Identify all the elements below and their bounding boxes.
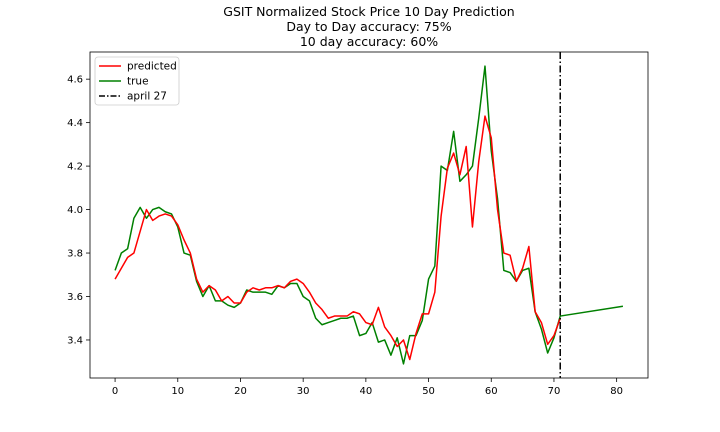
chart-subtitle-10-day: 10 day accuracy: 60% — [300, 34, 438, 49]
x-tick-label: 70 — [548, 386, 561, 397]
x-tick-label: 80 — [610, 386, 623, 397]
x-tick-label: 50 — [422, 386, 435, 397]
plot-frame — [89, 51, 649, 379]
y-tick-label: 3.8 — [67, 249, 83, 260]
x-tick-label: 30 — [297, 386, 310, 397]
legend-label-predicted: predicted — [127, 61, 177, 73]
chart-title: GSIT Normalized Stock Price 10 Day Predi… — [223, 4, 514, 19]
legend-label-april-27: april 27 — [127, 91, 167, 103]
y-tick-label: 4.2 — [67, 162, 83, 173]
y-tick-label: 3.6 — [67, 292, 83, 303]
legend-box — [94, 56, 180, 106]
x-tick-label: 60 — [485, 386, 498, 397]
axes: 0 10 20 30 40 50 60 70 80 3.4 3.6 3.8 4.0 4.2 4.4 4.6 — [67, 75, 623, 397]
plot-area — [114, 52, 624, 378]
x-tick-label: 20 — [234, 386, 247, 397]
chart-subtitle-day-to-day: Day to Day accuracy: 75% — [286, 19, 451, 34]
legend: predicted true april 27 — [94, 56, 180, 106]
y-tick-label: 4.4 — [67, 118, 83, 129]
x-tick-label: 0 — [112, 386, 118, 397]
x-tick-label: 40 — [359, 386, 372, 397]
legend-label-true: true — [127, 76, 149, 88]
series-line-predicted — [114, 115, 561, 361]
y-tick-label: 4.6 — [67, 75, 83, 86]
x-tick-label: 10 — [171, 386, 184, 397]
y-tick-label: 4.0 — [67, 205, 83, 216]
y-tick-label: 3.4 — [67, 335, 83, 346]
